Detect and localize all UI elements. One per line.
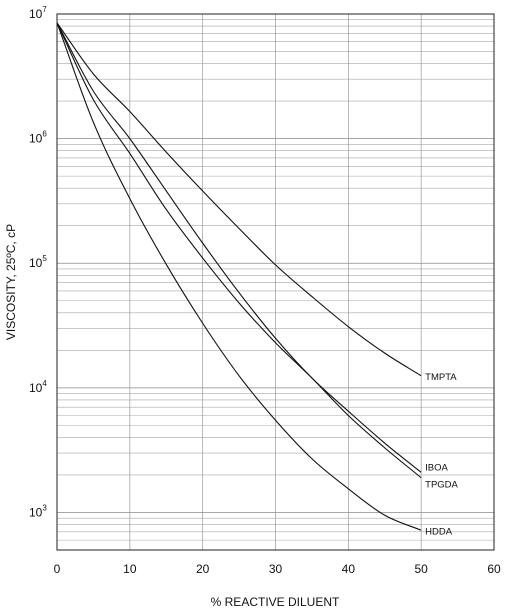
series-label-tmpta: TMPTA [425,372,457,383]
grid [56,13,495,551]
series-line-hdda [56,22,422,531]
series-line-iboa [56,22,422,473]
series-lines [56,22,422,531]
y-tick-label: 106 [29,130,47,146]
series-line-tpgda [56,22,422,479]
plot-frame [56,13,495,551]
series-label-tpgda: TPGDA [425,480,458,491]
x-tick-label: 10 [123,562,137,576]
x-tick-label: 0 [54,562,61,576]
y-tick-label: 105 [29,254,47,270]
y-axis-title: VISCOSITY, 25ºC, cP [4,224,18,340]
x-tick-label: 60 [487,562,501,576]
series-line-tmpta [56,22,422,377]
series-labels: TMPTA IBOA TPGDA HDDA [425,372,458,537]
series-label-iboa: IBOA [425,462,448,473]
x-axis-title: % REACTIVE DILUENT [211,595,340,609]
x-tick-label: 40 [342,562,356,576]
tick-labels: 0 10 20 30 40 50 60 103 104 105 106 107 [29,5,501,576]
y-tick-label: 104 [29,379,47,395]
x-tick-label: 20 [196,562,210,576]
y-tick-label: 107 [29,5,47,21]
series-label-hdda: HDDA [425,526,453,537]
y-tick-label: 103 [29,503,47,519]
x-tick-label: 50 [414,562,428,576]
x-tick-label: 30 [269,562,283,576]
